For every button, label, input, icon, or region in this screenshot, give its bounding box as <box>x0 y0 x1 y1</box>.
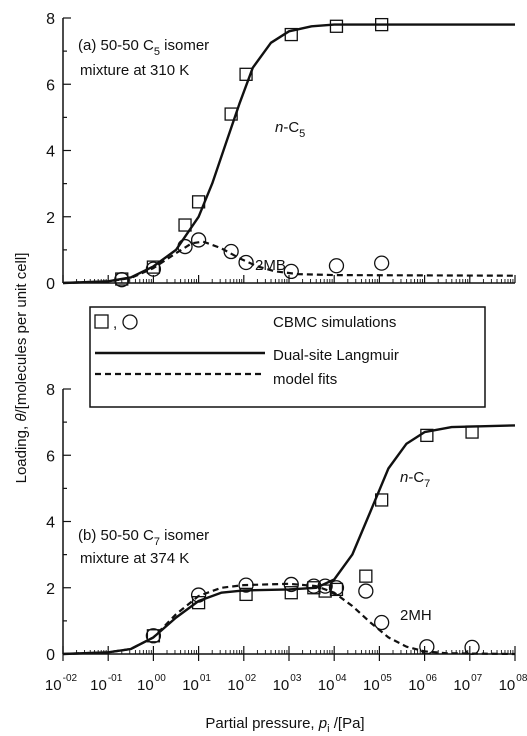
y-tick-label: 2 <box>46 581 55 598</box>
y-tick-label: 6 <box>46 77 55 94</box>
legend-solid-label: Dual-site Langmuir <box>273 347 399 364</box>
y-tick-label: 8 <box>46 382 55 399</box>
marker-2mb <box>284 264 298 278</box>
panel-b-plot: 0 2 4 6 8 10-02 10-01 1000 1001 1002 1003 1004 1005… <box>45 382 527 694</box>
legend-dashed-label: model fits <box>273 371 337 388</box>
panel-b-ticks <box>63 389 515 661</box>
y-tick-label: 0 <box>46 276 55 293</box>
panel-a-plot: 0 2 4 6 8 (a) 50-50 C5 isomer mixture at 310… <box>46 11 515 293</box>
panel-b-label: (b) 50-50 C7 isomer <box>78 527 209 548</box>
x-tick-label: 10-01 <box>90 673 123 694</box>
x-tick-label: 1002 <box>227 673 256 694</box>
y-tick-label: 4 <box>46 144 55 161</box>
panel-a-y-tick-labels: 0 2 4 6 8 <box>46 11 55 293</box>
series-label-n-c7: n-C7 <box>400 469 430 490</box>
y-axis-label: Loading, θ/[molecules per unit cell] <box>13 253 30 484</box>
legend: , CBMC simulations Dual-site Langmuir mo… <box>90 307 485 407</box>
x-tick-label: 1000 <box>137 673 166 694</box>
x-tick-labels: 10-02 10-01 1000 1001 1002 1003 1004 1005 1006 10… <box>45 673 527 694</box>
marker-2mh <box>146 629 160 643</box>
x-tick-label: 1004 <box>318 673 347 694</box>
y-tick-label: 6 <box>46 448 55 465</box>
x-tick-label: 1006 <box>408 673 437 694</box>
x-tick-label: 1003 <box>273 673 302 694</box>
panel-a-label-line2: mixture at 310 K <box>80 62 189 79</box>
y-tick-label: 0 <box>46 647 55 664</box>
x-tick-label: 1005 <box>363 673 392 694</box>
x-tick-label: 1001 <box>182 673 211 694</box>
series-label-2mb: 2MB <box>255 257 286 274</box>
marker-2mh <box>465 640 479 654</box>
marker-n-c5 <box>330 20 342 32</box>
marker-2mb <box>329 259 343 273</box>
marker-n-c7 <box>360 570 372 582</box>
x-tick-label: 1008 <box>499 673 527 694</box>
panel-a-label: (a) 50-50 C5 isomer <box>78 37 209 58</box>
marker-2mb <box>375 256 389 270</box>
panel-b-label-line2: mixture at 374 K <box>80 550 189 567</box>
y-tick-label: 2 <box>46 210 55 227</box>
series-label-2mh: 2MH <box>400 607 432 624</box>
x-axis-label: Partial pressure, pi /[Pa] <box>205 715 364 735</box>
fit-line-2mh <box>63 584 515 654</box>
legend-marker-separator: , <box>113 315 117 332</box>
marker-2mh <box>375 616 389 630</box>
panel-a-ticks <box>63 18 515 283</box>
x-tick-label: 10-02 <box>45 673 78 694</box>
x-tick-label: 1007 <box>453 673 482 694</box>
y-tick-label: 8 <box>46 11 55 28</box>
marker-2mb <box>192 233 206 247</box>
y-tick-label: 4 <box>46 515 55 532</box>
series-label-n-c5: n-C5 <box>275 119 305 140</box>
legend-markers-label: CBMC simulations <box>273 314 396 331</box>
panel-b-y-tick-labels: 0 2 4 6 8 <box>46 382 55 664</box>
marker-2mh <box>359 584 373 598</box>
